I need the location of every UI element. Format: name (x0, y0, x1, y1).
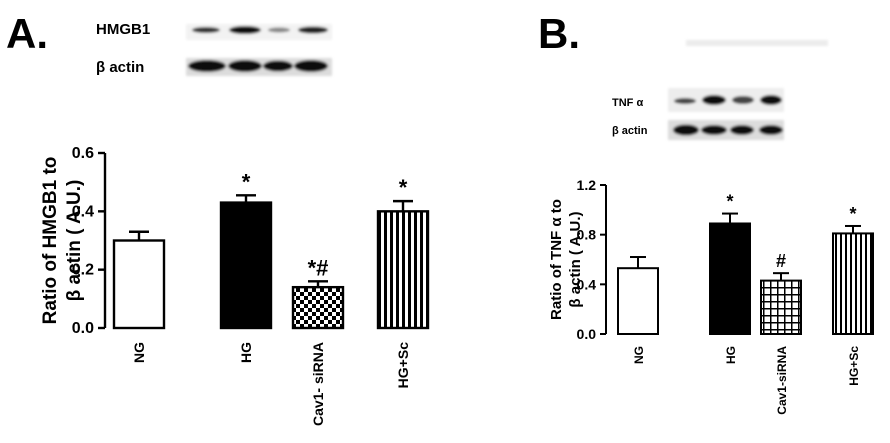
chart-b-category-label: Cav1-siRNA (775, 346, 789, 415)
chart-a-bar-cav1-sirna (291, 285, 345, 330)
chart-b-y-tick-label: 1.2 (577, 177, 597, 193)
chart-a-y-label-line1: Ratio of HMGB1 to (40, 157, 61, 325)
chart-a-significance-mark: *# (308, 255, 329, 280)
blot-b-label-tnf: TNF α (612, 97, 643, 109)
chart-a-y-tick-label: 0.0 (72, 320, 94, 337)
chart-a-category-label: Cav1- siRNA (310, 342, 326, 426)
panel-a-letter: A. (6, 10, 48, 57)
chart-b-y-tick-label: 0.8 (577, 227, 597, 243)
western-blot-b (668, 40, 828, 140)
chart-b-y-tick-label: 0.0 (577, 326, 597, 342)
chart-b-bar-cav1-sirna (760, 279, 802, 336)
chart-a-bar-hg (219, 201, 273, 330)
chart-a-y-tick-label: 0.6 (72, 145, 94, 162)
chart-a-significance-mark: * (399, 175, 408, 200)
chart-b-bar-hg-sc (832, 232, 874, 335)
chart-b-bar-hg (709, 222, 751, 335)
chart-b-category-label: HG+Sc (847, 346, 861, 386)
chart-a-significance-mark: * (242, 169, 251, 194)
chart-b-bar-ng (617, 267, 659, 336)
chart-b-category-label: HG (724, 346, 738, 364)
bar-chart-b: 0.0 0.4 0.8 1.2 Ratio of TNF α to β actin ( A… (548, 177, 874, 415)
panel-b-letter: B. (538, 10, 580, 57)
chart-a-category-label: HG+Sc (395, 342, 411, 389)
chart-a-y-tick-label: 0.4 (72, 203, 94, 220)
chart-a-y-tick-label: 0.2 (72, 262, 94, 279)
chart-a-bar-hg-sc (376, 210, 430, 330)
chart-b-category-label: NG (632, 346, 646, 364)
chart-b-y-tick-label: 0.4 (577, 276, 597, 292)
chart-b-significance-mark: # (776, 251, 786, 271)
chart-a-category-label: HG (238, 342, 254, 363)
chart-b-significance-mark: * (726, 192, 733, 212)
chart-b-significance-mark: * (849, 204, 856, 224)
chart-b-y-label-line2: β actin ( A.U.) (567, 211, 584, 307)
western-blot-a (186, 24, 332, 76)
chart-a-bar-ng (112, 239, 166, 330)
blot-a-label-hmgb1: HMGB1 (96, 21, 150, 38)
chart-a-category-label: NG (131, 342, 147, 363)
chart-a-y-label-line2: β actin ( A.U.) (64, 180, 85, 302)
bar-chart-a: 0.0 0.2 0.4 0.6 Ratio of HMGB1 to β actin ( A… (40, 145, 430, 426)
blot-b-label-actin: β actin (612, 125, 648, 137)
chart-b-y-label-line1: Ratio of TNF α to (548, 199, 565, 320)
blot-a-label-actin: β actin (96, 59, 144, 76)
